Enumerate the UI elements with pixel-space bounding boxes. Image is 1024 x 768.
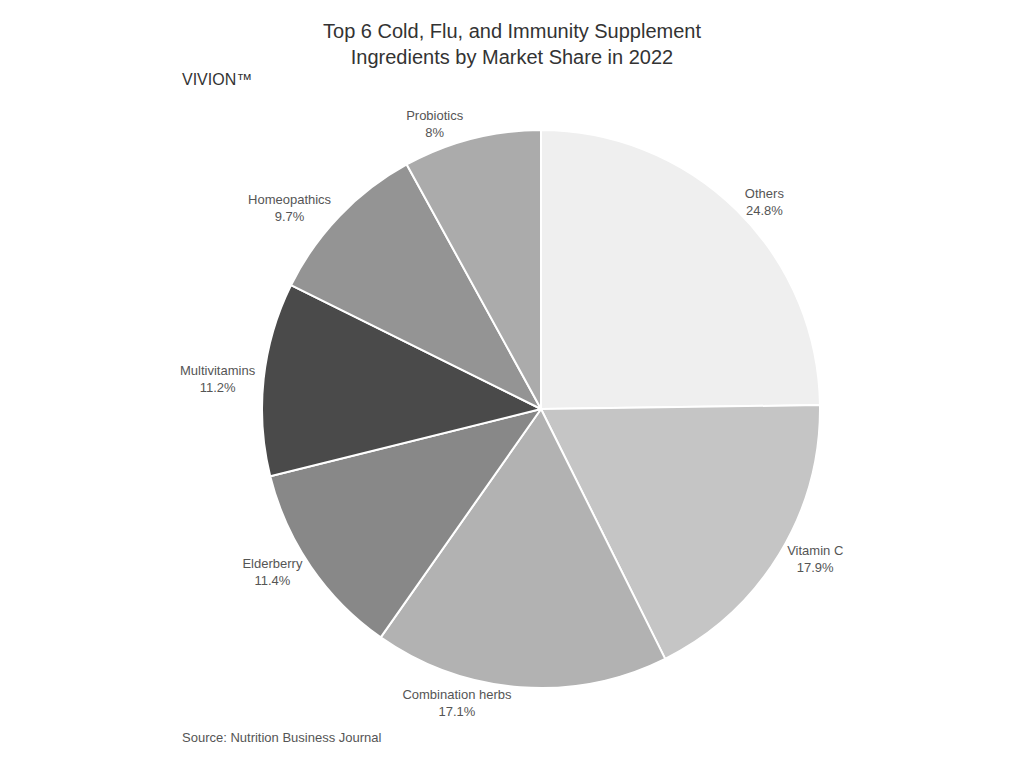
svg-text:Others24.8%: Others24.8% bbox=[745, 186, 785, 218]
svg-text:Vitamin C17.9%: Vitamin C17.9% bbox=[787, 543, 843, 575]
svg-text:Combination herbs17.1%: Combination herbs17.1% bbox=[402, 687, 512, 719]
svg-text:Probiotics8%: Probiotics8% bbox=[406, 108, 464, 140]
svg-text:Homeopathics9.7%: Homeopathics9.7% bbox=[248, 192, 332, 224]
svg-text:Multivitamins11.2%: Multivitamins11.2% bbox=[180, 363, 256, 395]
svg-text:Elderberry11.4%: Elderberry11.4% bbox=[242, 556, 302, 588]
svg-text:Source: Nutrition Business Jou: Source: Nutrition Business Journal bbox=[182, 730, 382, 745]
svg-text:VIVION™: VIVION™ bbox=[182, 71, 252, 88]
svg-text:Top 6 Cold, Flu, and Immunity: Top 6 Cold, Flu, and Immunity Supplement… bbox=[323, 20, 701, 68]
